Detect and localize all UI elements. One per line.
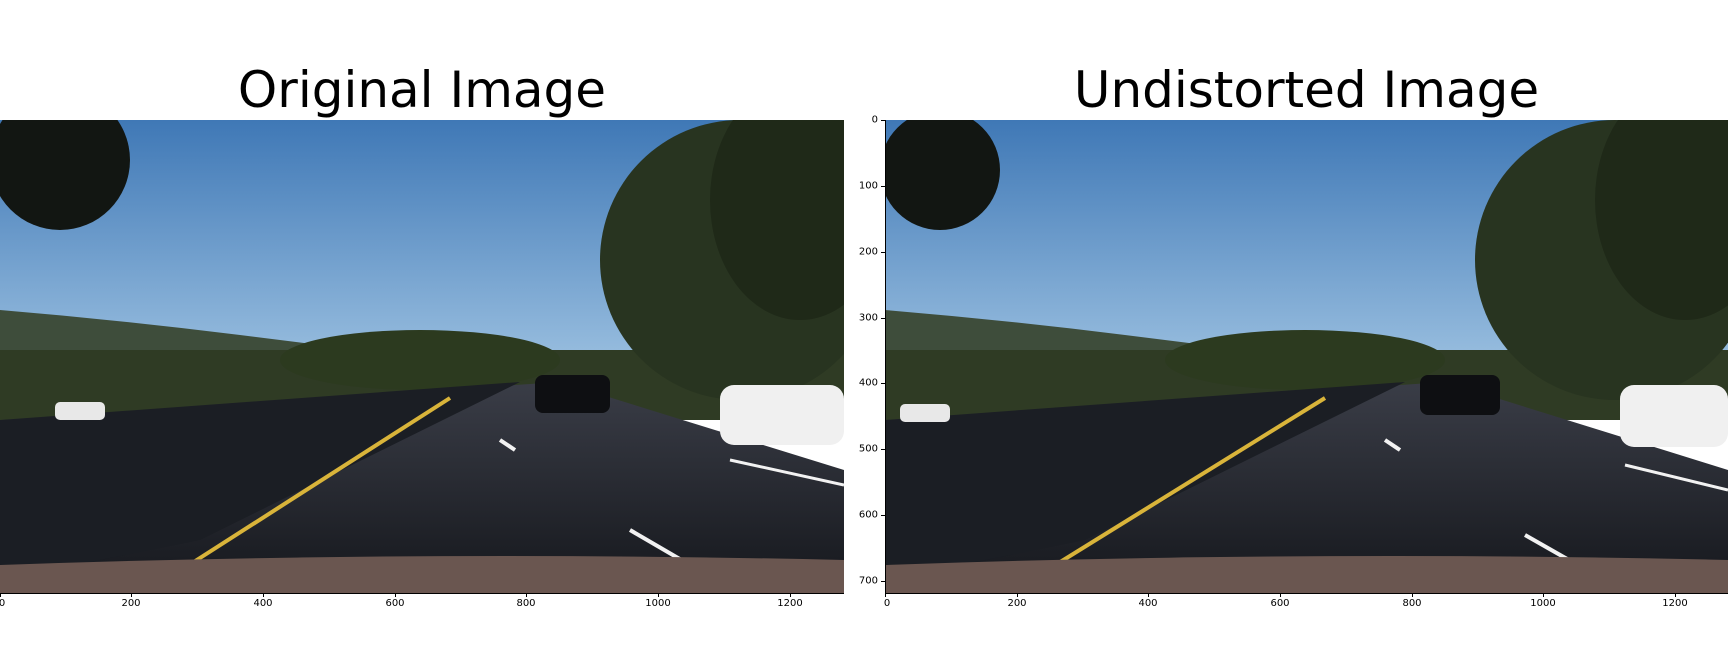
x-tick-200 xyxy=(1017,593,1018,597)
x-axis-original xyxy=(0,593,844,594)
x-tick-0 xyxy=(885,593,886,597)
x-tick-1000 xyxy=(658,593,659,597)
y-axis-undistorted xyxy=(885,120,886,593)
x-tick-600 xyxy=(395,593,396,597)
x-tick-label: 800 xyxy=(1402,598,1422,609)
x-tick-label: 600 xyxy=(1270,598,1290,609)
x-tick-label: 1000 xyxy=(1530,598,1556,609)
x-tick-800 xyxy=(526,593,527,597)
road-photo-undistorted xyxy=(885,120,1728,593)
x-tick-label: 400 xyxy=(253,598,273,609)
x-tick-label: 1200 xyxy=(777,598,803,609)
y-tick-400 xyxy=(881,383,885,384)
x-tick-label: 800 xyxy=(516,598,536,609)
y-tick-label: 300 xyxy=(858,312,878,324)
y-tick-label: 500 xyxy=(858,443,878,455)
y-tick-label: 0 xyxy=(871,114,878,126)
y-tick-0 xyxy=(881,120,885,121)
x-tick-400 xyxy=(263,593,264,597)
panel-title-undistorted: Undistorted Image xyxy=(1073,61,1540,119)
x-tick-1200 xyxy=(1675,593,1676,597)
y-tick-100 xyxy=(881,186,885,187)
x-tick-1000 xyxy=(1543,593,1544,597)
y-tick-300 xyxy=(881,318,885,319)
x-tick-label: 0 xyxy=(883,598,891,609)
x-tick-label: 400 xyxy=(1138,598,1158,609)
y-tick-label: 100 xyxy=(858,180,878,192)
x-tick-label: 200 xyxy=(1007,598,1027,609)
x-tick-label: 1200 xyxy=(1662,598,1688,609)
x-tick-label: 1000 xyxy=(645,598,671,609)
panel-title-original: Original Image xyxy=(237,61,607,119)
x-tick-1200 xyxy=(790,593,791,597)
y-tick-label: 700 xyxy=(858,575,878,587)
road-photo-original xyxy=(0,120,844,593)
x-tick-0 xyxy=(0,593,1,597)
y-tick-700 xyxy=(881,581,885,582)
y-tick-label: 400 xyxy=(858,377,878,389)
original-image xyxy=(0,120,844,593)
y-tick-label: 200 xyxy=(858,246,878,258)
x-tick-label: 200 xyxy=(121,598,141,609)
x-tick-label: 0 xyxy=(0,598,6,609)
y-tick-label: 600 xyxy=(858,509,878,521)
x-tick-600 xyxy=(1280,593,1281,597)
y-tick-600 xyxy=(881,515,885,516)
y-tick-500 xyxy=(881,449,885,450)
x-tick-400 xyxy=(1148,593,1149,597)
undistorted-image xyxy=(885,120,1728,593)
x-axis-undistorted xyxy=(885,593,1728,594)
x-tick-200 xyxy=(131,593,132,597)
x-tick-label: 600 xyxy=(385,598,405,609)
y-tick-200 xyxy=(881,252,885,253)
x-tick-800 xyxy=(1412,593,1413,597)
